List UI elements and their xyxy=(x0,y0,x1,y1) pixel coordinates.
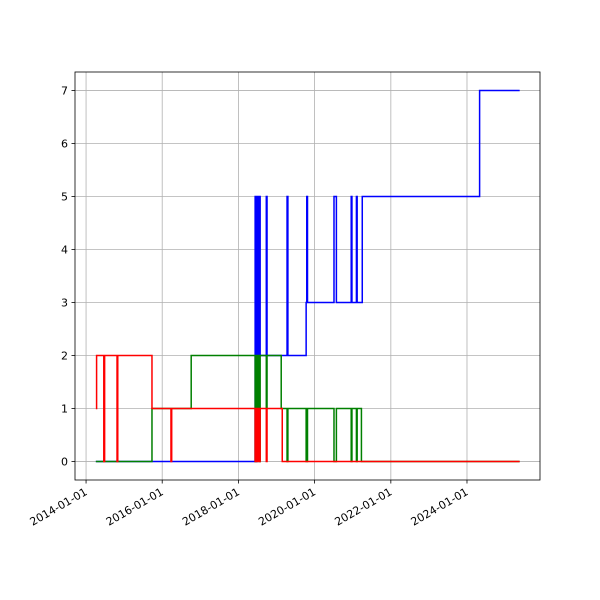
y-tick-label: 2 xyxy=(61,349,68,362)
x-tick-label: 2014-01-01 xyxy=(28,485,90,528)
y-tick-label: 3 xyxy=(61,296,68,309)
x-tick-label: 2016-01-01 xyxy=(104,485,166,528)
y-tick-label: 1 xyxy=(61,402,68,415)
y-tick-label: 7 xyxy=(61,85,68,98)
x-tick-label: 2024-01-01 xyxy=(409,485,471,528)
step-line xyxy=(95,89,520,463)
x-tick-label: 2022-01-01 xyxy=(332,485,394,528)
y-tick-label: 6 xyxy=(61,138,68,151)
step-line xyxy=(95,354,520,463)
y-tick-label: 0 xyxy=(61,455,68,468)
plot-frame xyxy=(74,71,541,481)
y-tick-label: 5 xyxy=(61,191,68,204)
y-tick-label: 4 xyxy=(61,244,68,257)
x-tick-label: 2018-01-01 xyxy=(180,485,242,528)
x-tick-label: 2020-01-01 xyxy=(256,485,318,528)
